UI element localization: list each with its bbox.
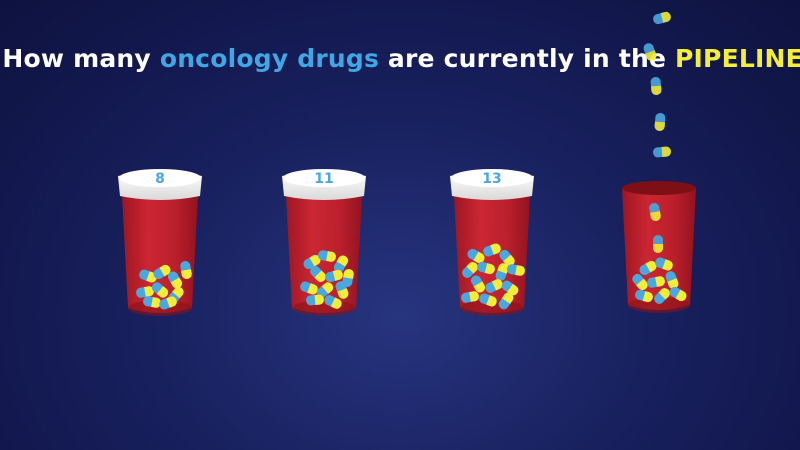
pill-bottle-3: 13 <box>450 169 534 316</box>
pill-bottle-1: 8 <box>118 169 202 316</box>
question-text-part2: are currently in the <box>379 44 676 73</box>
question-highlight-oncology: oncology drugs <box>159 44 380 73</box>
question-highlight-pipeline: PIPELINE? <box>675 44 800 73</box>
question-headline: How many oncology drugs are currently in… <box>0 44 800 73</box>
bottle-3-lid-label: 13 <box>482 171 501 187</box>
pill-bottle-4-open <box>622 10 696 313</box>
bottle-2-lid-label: 11 <box>314 171 333 187</box>
bottle-1-lid-label: 8 <box>155 171 165 187</box>
question-text-part1: How many <box>2 44 160 73</box>
pill-bottle-2: 11 <box>282 169 366 316</box>
